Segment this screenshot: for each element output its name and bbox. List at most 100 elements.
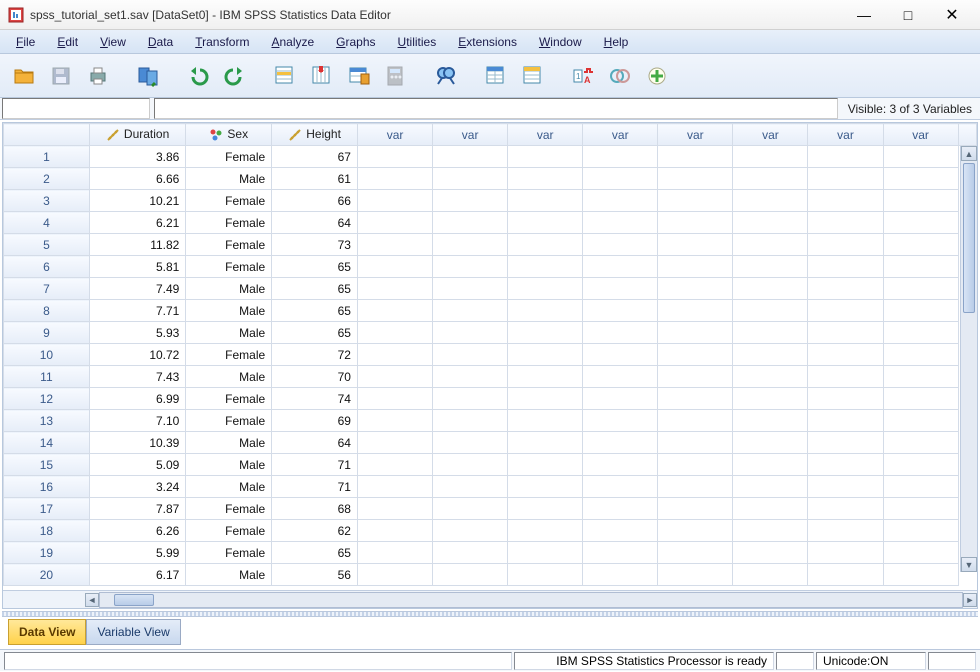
cell[interactable]: Female xyxy=(186,256,272,278)
cell[interactable] xyxy=(808,388,883,410)
weight-cases-icon[interactable] xyxy=(517,60,549,92)
row-number[interactable]: 8 xyxy=(4,300,90,322)
cell[interactable]: Male xyxy=(186,564,272,586)
cell[interactable] xyxy=(508,542,583,564)
cell[interactable] xyxy=(583,322,658,344)
cell[interactable] xyxy=(508,168,583,190)
cell[interactable] xyxy=(733,344,808,366)
cell[interactable] xyxy=(583,278,658,300)
cell[interactable] xyxy=(357,234,432,256)
horizontal-scrollbar[interactable]: ◄ ► xyxy=(3,590,977,608)
menu-utilities[interactable]: Utilities xyxy=(388,32,447,52)
value-labels-icon[interactable] xyxy=(604,60,636,92)
cell[interactable] xyxy=(733,168,808,190)
table-row[interactable]: 155.09Male71 xyxy=(4,454,977,476)
cell[interactable] xyxy=(433,190,508,212)
cell[interactable] xyxy=(433,234,508,256)
cell[interactable] xyxy=(883,388,958,410)
cell[interactable] xyxy=(433,256,508,278)
menu-analyze[interactable]: Analyze xyxy=(261,32,324,52)
cell[interactable] xyxy=(883,212,958,234)
tab-variable-view[interactable]: Variable View xyxy=(86,619,180,645)
cell[interactable] xyxy=(808,146,883,168)
cell[interactable]: 73 xyxy=(272,234,358,256)
table-row[interactable]: 1410.39Male64 xyxy=(4,432,977,454)
cell[interactable] xyxy=(658,212,733,234)
cell[interactable] xyxy=(433,366,508,388)
cell[interactable]: 65 xyxy=(272,256,358,278)
cell[interactable]: 7.10 xyxy=(89,410,186,432)
cell[interactable] xyxy=(508,190,583,212)
cell[interactable] xyxy=(733,564,808,586)
table-row[interactable]: 26.66Male61 xyxy=(4,168,977,190)
cell[interactable] xyxy=(808,190,883,212)
scroll-down-arrow[interactable]: ▼ xyxy=(961,557,977,572)
cell[interactable]: 3.24 xyxy=(89,476,186,498)
table-row[interactable]: 13.86Female67 xyxy=(4,146,977,168)
row-number[interactable]: 2 xyxy=(4,168,90,190)
data-table[interactable]: DurationSexHeightvarvarvarvarvarvarvarva… xyxy=(3,123,977,586)
cell[interactable] xyxy=(583,190,658,212)
cell[interactable]: 72 xyxy=(272,344,358,366)
cell[interactable] xyxy=(508,146,583,168)
cell[interactable] xyxy=(357,190,432,212)
cell[interactable] xyxy=(883,234,958,256)
cell[interactable]: Female xyxy=(186,234,272,256)
cell[interactable] xyxy=(883,366,958,388)
column-header[interactable]: Sex xyxy=(186,124,272,146)
row-number[interactable]: 1 xyxy=(4,146,90,168)
cell[interactable] xyxy=(433,520,508,542)
cell[interactable] xyxy=(357,454,432,476)
cell[interactable]: 61 xyxy=(272,168,358,190)
cell[interactable] xyxy=(508,278,583,300)
cell[interactable] xyxy=(583,476,658,498)
cell[interactable] xyxy=(583,432,658,454)
cell[interactable] xyxy=(733,388,808,410)
cell[interactable] xyxy=(583,168,658,190)
cell[interactable] xyxy=(658,146,733,168)
column-header[interactable]: var xyxy=(508,124,583,146)
cell[interactable] xyxy=(357,476,432,498)
cell[interactable] xyxy=(508,410,583,432)
cell[interactable]: 10.72 xyxy=(89,344,186,366)
cell[interactable] xyxy=(883,520,958,542)
use-sets-icon[interactable] xyxy=(641,60,673,92)
column-header[interactable]: var xyxy=(658,124,733,146)
cell[interactable] xyxy=(583,498,658,520)
cell[interactable] xyxy=(658,322,733,344)
cell[interactable]: Male xyxy=(186,168,272,190)
table-row[interactable]: 1010.72Female72 xyxy=(4,344,977,366)
cell[interactable] xyxy=(658,344,733,366)
cell[interactable] xyxy=(508,322,583,344)
cell[interactable] xyxy=(808,454,883,476)
cell[interactable] xyxy=(733,256,808,278)
scroll-up-arrow[interactable]: ▲ xyxy=(961,146,977,161)
cell[interactable] xyxy=(357,564,432,586)
cell[interactable] xyxy=(808,234,883,256)
row-number[interactable]: 16 xyxy=(4,476,90,498)
menu-window[interactable]: Window xyxy=(529,32,592,52)
cell[interactable]: 65 xyxy=(272,300,358,322)
cell[interactable] xyxy=(357,278,432,300)
cell[interactable] xyxy=(808,366,883,388)
cell[interactable] xyxy=(508,520,583,542)
open-icon[interactable] xyxy=(8,60,40,92)
column-header[interactable]: var xyxy=(583,124,658,146)
cell[interactable] xyxy=(883,498,958,520)
cell[interactable]: 5.81 xyxy=(89,256,186,278)
cell[interactable] xyxy=(883,432,958,454)
select-cases-icon[interactable]: 1A xyxy=(567,60,599,92)
cell[interactable] xyxy=(883,454,958,476)
cell[interactable] xyxy=(658,542,733,564)
scroll-right-arrow[interactable]: ► xyxy=(963,593,977,607)
row-number[interactable]: 15 xyxy=(4,454,90,476)
cell[interactable] xyxy=(883,190,958,212)
cell[interactable]: 5.09 xyxy=(89,454,186,476)
table-row[interactable]: 87.71Male65 xyxy=(4,300,977,322)
row-number[interactable]: 13 xyxy=(4,410,90,432)
cell[interactable]: 64 xyxy=(272,432,358,454)
row-number[interactable]: 18 xyxy=(4,520,90,542)
cell[interactable]: Female xyxy=(186,498,272,520)
column-header[interactable]: Duration xyxy=(89,124,186,146)
cell[interactable] xyxy=(433,498,508,520)
